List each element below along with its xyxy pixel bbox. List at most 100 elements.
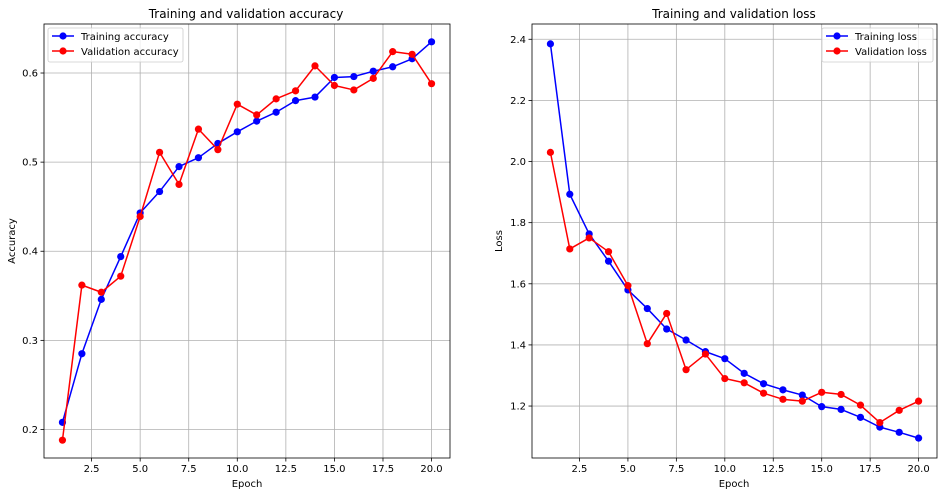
data-point-validation-accuracy	[272, 95, 280, 103]
x-tick-label: 2.5	[84, 464, 100, 475]
data-point-validation-accuracy	[136, 212, 144, 221]
loss-chart-grid	[532, 24, 937, 458]
legend-marker-training-accuracy	[59, 32, 67, 40]
x-tick-label: 17.5	[372, 464, 394, 475]
legend-label-training-accuracy: Training accuracy	[80, 32, 169, 43]
data-point-training-loss	[895, 428, 903, 436]
data-point-training-accuracy	[117, 253, 125, 261]
accuracy-chart-xlabel: Epoch	[232, 479, 263, 490]
data-point-validation-loss	[876, 418, 884, 427]
data-point-validation-accuracy	[194, 125, 203, 133]
data-point-validation-loss	[663, 309, 671, 318]
data-point-validation-loss	[759, 389, 768, 397]
legend-marker-training-loss	[833, 32, 841, 40]
data-point-training-loss	[837, 405, 845, 413]
accuracy-chart: Training and validation accuracy 2.5 5.0 7…	[7, 7, 451, 490]
series-validation-loss	[546, 148, 923, 427]
data-point-validation-accuracy	[311, 62, 319, 70]
x-tick-label: 20.0	[420, 464, 442, 475]
data-point-validation-loss	[682, 366, 690, 374]
loss-chart-ylabel: Loss	[494, 230, 505, 252]
data-point-training-accuracy	[194, 154, 203, 162]
data-point-validation-accuracy	[253, 111, 261, 119]
data-point-training-loss	[759, 380, 768, 388]
series-validation-accuracy	[58, 48, 436, 444]
loss-chart-legend: Training loss Validation loss	[821, 27, 934, 63]
data-point-validation-accuracy	[233, 100, 241, 108]
y-tick-label: 0.6	[22, 69, 38, 80]
data-point-training-loss	[643, 304, 651, 313]
data-point-validation-loss	[585, 234, 593, 242]
x-tick-label: 5.0	[620, 464, 636, 475]
accuracy-chart-series	[58, 38, 436, 444]
y-tick-label: 1.4	[510, 340, 526, 351]
accuracy-chart-ylabel: Accuracy	[7, 218, 18, 264]
legend-label-validation-accuracy: Validation accuracy	[81, 47, 179, 58]
data-point-validation-accuracy	[97, 288, 105, 296]
accuracy-chart-ticks: 2.5 5.0 7.5 10.0 12.5 15.0 17.5 20.0 0.2 0.3 0.4 0.…	[22, 69, 443, 475]
y-tick-label: 0.3	[22, 336, 38, 347]
data-point-validation-accuracy	[330, 81, 339, 90]
data-point-training-loss	[566, 190, 574, 198]
data-point-validation-loss	[740, 379, 748, 387]
x-tick-label: 12.5	[275, 464, 297, 475]
data-point-training-loss	[914, 434, 923, 442]
x-tick-label: 7.5	[181, 464, 197, 475]
data-point-validation-loss	[721, 374, 729, 383]
x-tick-label: 7.5	[668, 464, 684, 475]
x-tick-label: 15.0	[323, 464, 345, 475]
y-tick-label: 2.0	[510, 157, 526, 168]
data-point-validation-loss	[701, 350, 710, 358]
data-point-training-accuracy	[97, 295, 105, 303]
data-point-validation-loss	[604, 248, 613, 256]
data-point-training-accuracy	[175, 162, 183, 171]
data-point-training-accuracy	[427, 38, 436, 46]
data-point-training-accuracy	[330, 73, 339, 82]
series-line-validation-loss	[549, 152, 919, 424]
data-point-validation-loss	[643, 340, 651, 348]
data-point-training-loss	[682, 336, 690, 344]
x-tick-label: 17.5	[859, 464, 881, 475]
y-tick-label: 0.5	[22, 158, 38, 169]
data-point-validation-accuracy	[117, 272, 125, 280]
data-point-validation-loss	[856, 401, 865, 409]
y-tick-label: 0.2	[22, 425, 38, 436]
data-point-training-accuracy	[389, 63, 397, 71]
data-point-training-accuracy	[253, 117, 261, 125]
data-point-training-accuracy	[78, 350, 86, 358]
x-tick-label: 12.5	[762, 464, 784, 475]
loss-chart: Training and validation loss 2.5 5.0 7.5 10…	[494, 7, 938, 490]
data-point-training-loss	[663, 325, 671, 333]
x-tick-label: 10.0	[714, 464, 736, 475]
data-point-validation-loss	[895, 406, 903, 414]
data-point-validation-loss	[798, 397, 806, 405]
y-tick-label: 1.6	[510, 279, 526, 290]
y-tick-label: 2.2	[510, 96, 526, 107]
series-line-training-loss	[549, 43, 919, 439]
data-point-validation-accuracy	[389, 48, 397, 56]
loss-chart-title: Training and validation loss	[651, 7, 816, 21]
accuracy-chart-legend: Training accuracy Validation accuracy	[47, 27, 184, 63]
y-tick-label: 1.2	[510, 402, 526, 413]
data-point-validation-accuracy	[427, 80, 436, 88]
legend-marker-validation-accuracy	[59, 47, 67, 55]
data-point-validation-accuracy	[58, 436, 67, 444]
series-training-accuracy	[58, 38, 436, 426]
data-point-training-loss	[721, 355, 729, 363]
loss-chart-frame	[531, 23, 938, 459]
data-point-validation-accuracy	[78, 281, 86, 289]
x-tick-label: 5.0	[132, 464, 148, 475]
data-point-training-loss	[818, 403, 826, 411]
data-point-validation-accuracy	[408, 50, 416, 58]
legend-label-validation-loss: Validation loss	[855, 47, 927, 58]
data-point-validation-loss	[624, 282, 632, 290]
data-point-training-accuracy	[155, 187, 164, 196]
legend-label-training-loss: Training loss	[854, 32, 917, 43]
data-point-validation-accuracy	[175, 180, 183, 189]
loss-chart-xlabel: Epoch	[719, 479, 750, 490]
x-tick-label: 10.0	[226, 464, 248, 475]
data-point-training-accuracy	[369, 67, 377, 75]
y-tick-label: 0.4	[22, 247, 38, 258]
y-tick-label: 2.4	[510, 35, 526, 46]
